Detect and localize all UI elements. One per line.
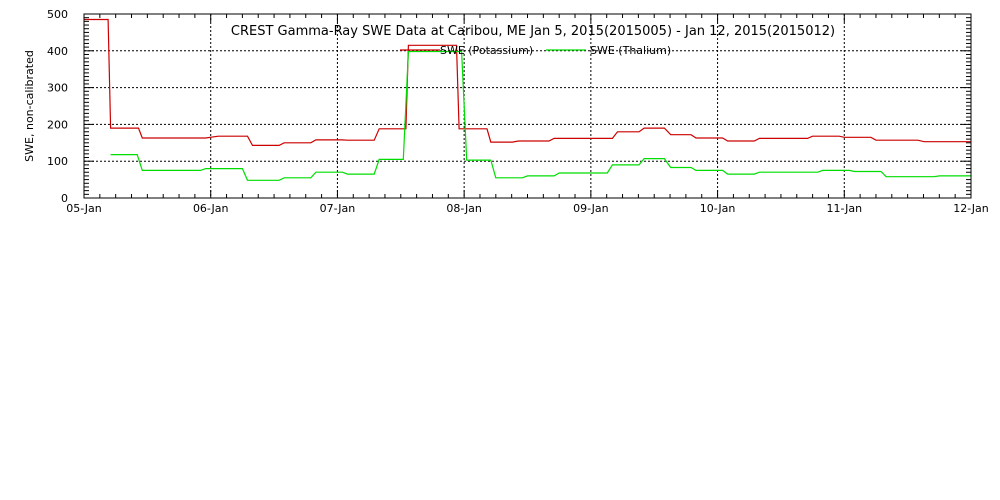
series-lines — [84, 18, 971, 181]
series-line-potassium — [84, 18, 971, 146]
grid-lines — [84, 14, 971, 198]
plot-frame — [83, 13, 972, 199]
y-tick-label: 100 — [47, 155, 68, 168]
series-line-thalium — [110, 50, 971, 181]
y-tick-label: 0 — [61, 192, 68, 205]
x-tick-label: 09-Jan — [573, 202, 609, 215]
legend: SWE (Potassium) SWE (Thalium) — [400, 44, 671, 57]
legend-label-thalium: SWE (Thalium) — [590, 44, 671, 57]
tick-labels: 05-Jan 06-Jan 07-Jan 08-Jan 09-Jan 10-Jan 11-J… — [47, 8, 989, 215]
x-tick-label: 11-Jan — [827, 202, 863, 215]
y-tick-label: 300 — [47, 82, 68, 95]
x-tick-label: 12-Jan — [953, 202, 989, 215]
legend-label-potassium: SWE (Potassium) — [440, 44, 533, 57]
chart-title: CREST Gamma-Ray SWE Data at Caribou, ME … — [231, 24, 835, 39]
y-tick-label: 500 — [47, 8, 68, 21]
x-tick-label: 06-Jan — [193, 202, 229, 215]
y-tick-label: 200 — [47, 118, 68, 131]
x-tick-label: 08-Jan — [446, 202, 482, 215]
x-tick-label: 10-Jan — [700, 202, 736, 215]
x-tick-label: 05-Jan — [66, 202, 102, 215]
y-axis-label: SWE, non-calibrated — [23, 50, 36, 162]
x-tick-label: 07-Jan — [320, 202, 356, 215]
y-tick-label: 400 — [47, 45, 68, 58]
